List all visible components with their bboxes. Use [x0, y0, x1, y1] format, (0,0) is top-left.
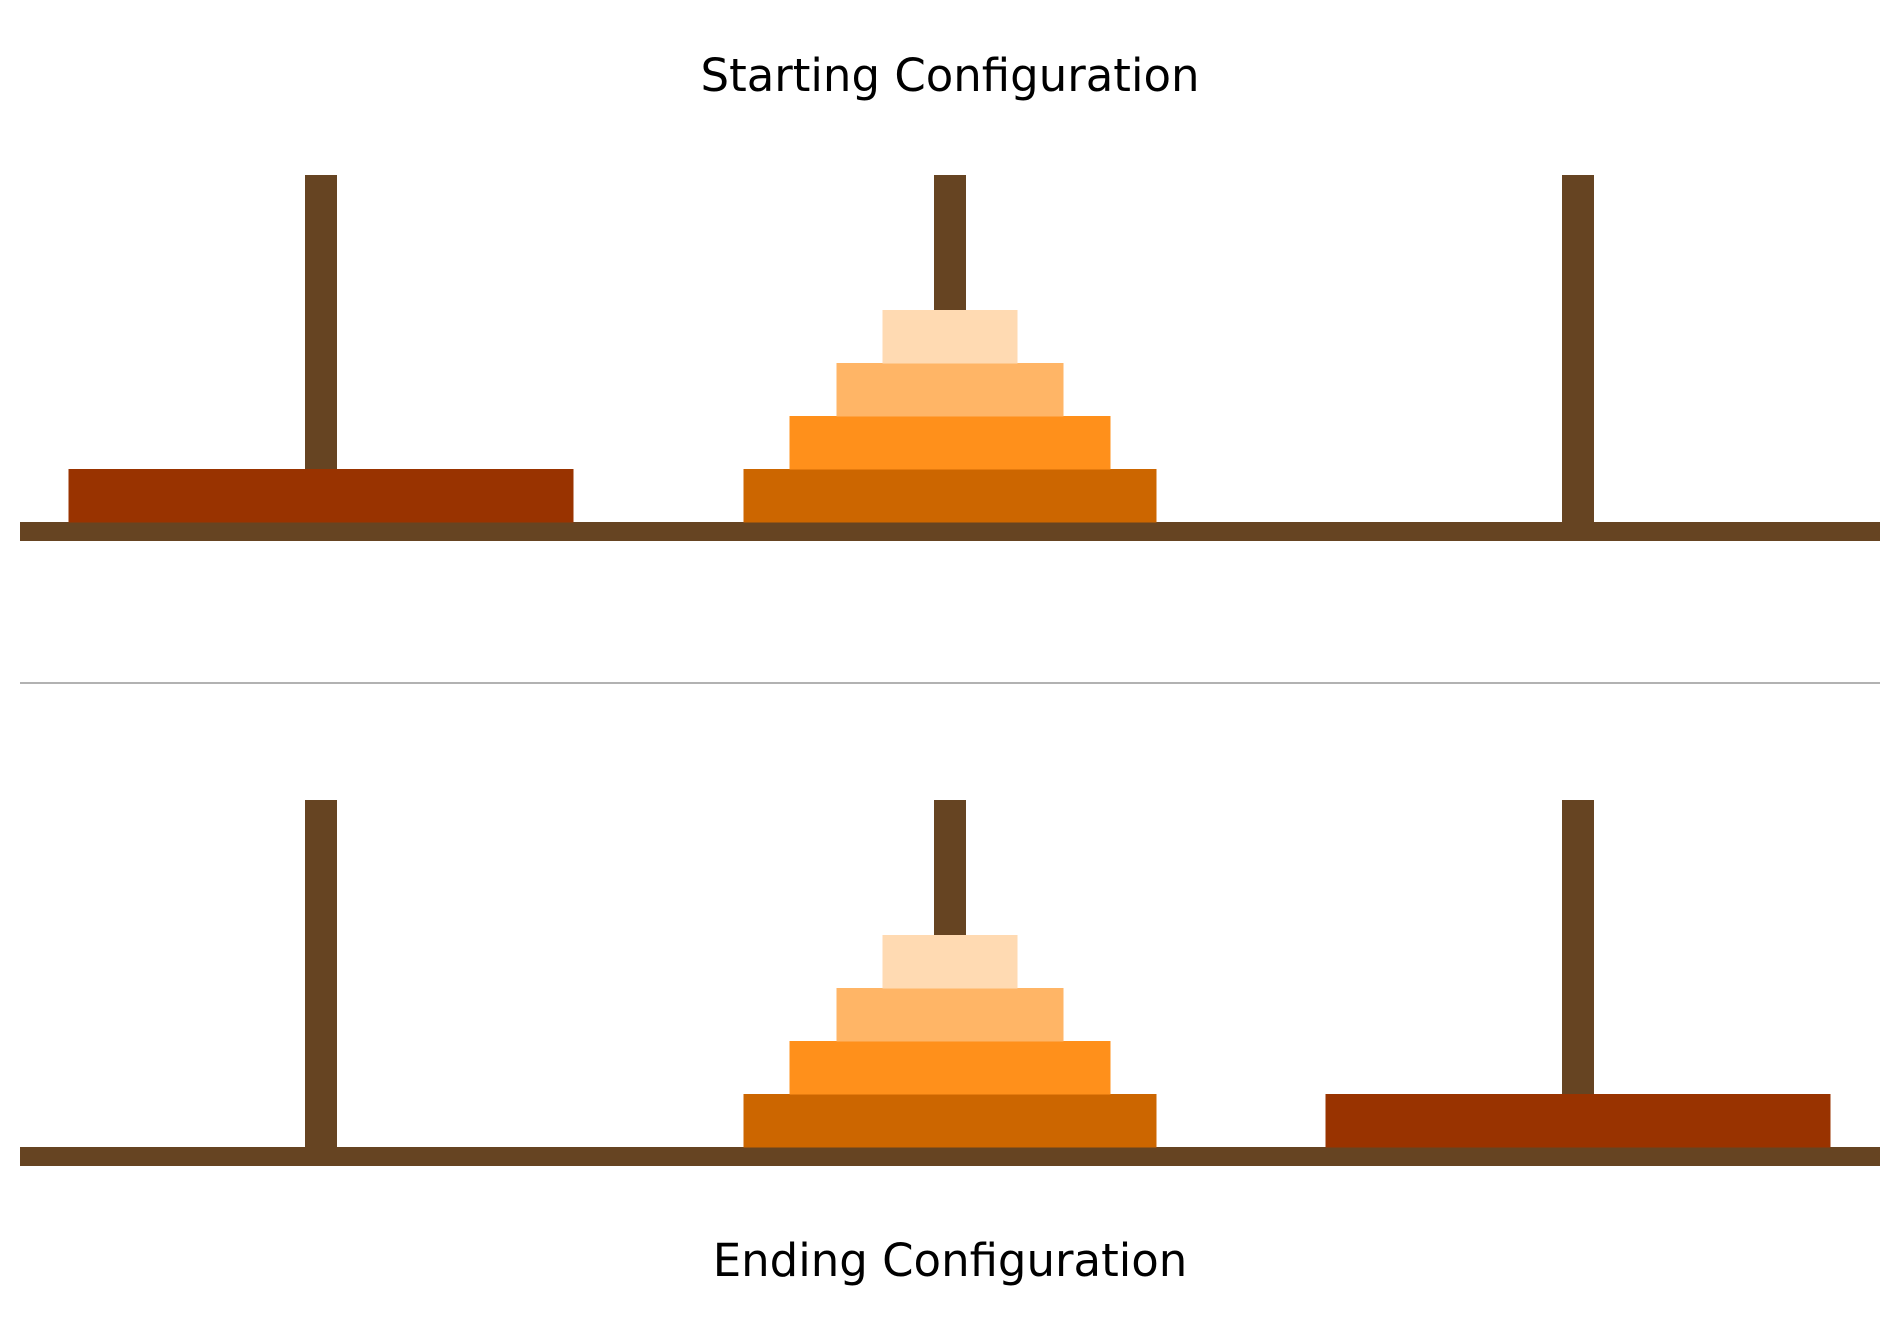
disk-disk-4 — [743, 469, 1157, 523]
peg-1 — [305, 800, 337, 1149]
base-board — [20, 1147, 1880, 1166]
disk-disk-1 — [882, 935, 1018, 989]
ending-configuration-title: Ending Configuration — [712, 1234, 1188, 1287]
starting-configuration-title: Starting Configuration — [700, 49, 1200, 102]
starting-configuration-panel — [20, 175, 1880, 541]
disk-disk-1 — [882, 310, 1018, 364]
disk-disk-largest — [1325, 1094, 1831, 1148]
peg-3 — [1562, 800, 1594, 1149]
ending-configuration-panel — [20, 800, 1880, 1166]
disk-disk-3 — [789, 416, 1111, 470]
peg-3 — [1562, 175, 1594, 524]
disk-disk-2 — [836, 988, 1064, 1042]
disk-disk-largest — [68, 469, 574, 523]
peg-1 — [305, 175, 337, 524]
base-board — [20, 522, 1880, 541]
disk-disk-2 — [836, 363, 1064, 417]
disk-disk-3 — [789, 1041, 1111, 1095]
disk-disk-4 — [743, 1094, 1157, 1148]
